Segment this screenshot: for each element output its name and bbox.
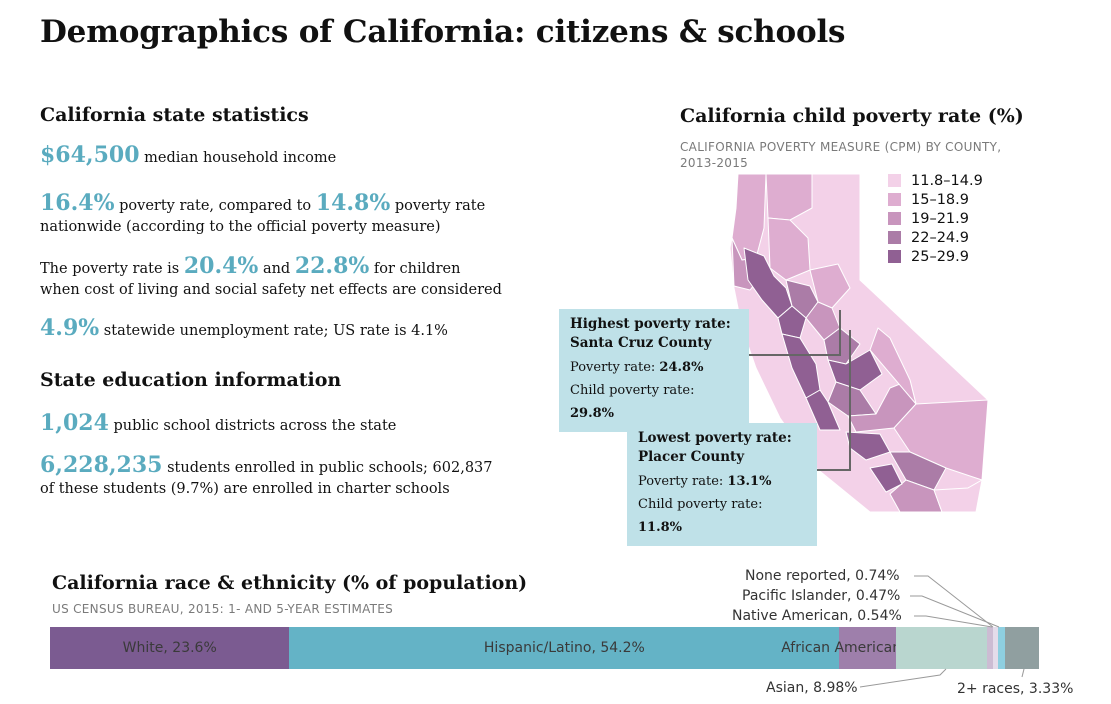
race-segment: White, 23.6% xyxy=(50,627,290,669)
legend-swatch-2 xyxy=(888,193,901,206)
poverty-national-value: 14.8% xyxy=(315,190,391,216)
highest-child-poverty-rate: Child poverty rate: 29.8% xyxy=(570,383,695,421)
county-region-santa-cruz xyxy=(777,305,807,339)
legend-label: 22–24.9 xyxy=(911,229,969,246)
race-segment-label: Hispanic/Latino, 54.2% xyxy=(483,640,645,656)
map-subheading-line-2: 2013-2015 xyxy=(680,156,749,170)
county-region-san-luis xyxy=(805,389,841,431)
poverty-text-c: nationwide (according to the official po… xyxy=(40,219,441,235)
leader-pacific-islander xyxy=(910,595,1000,628)
districts-text: public school districts across the state xyxy=(113,418,397,434)
poverty-stat: 16.4% poverty rate, compared to 14.8% po… xyxy=(40,190,510,238)
legend-item: 22–24.9 xyxy=(888,228,983,247)
county-region-central-sierra xyxy=(809,263,851,309)
income-stat: $64,500 median household income xyxy=(40,142,337,169)
legend-label: 25–29.9 xyxy=(911,248,969,265)
map-heading: California child poverty rate (%) xyxy=(680,105,1024,127)
cpm-stat: The poverty rate is 20.4% and 22.8% for … xyxy=(40,253,520,301)
districts-stat: 1,024 public school districts across the… xyxy=(40,410,397,437)
race-subheading: US CENSUS BUREAU, 2015: 1- AND 5-YEAR ES… xyxy=(52,602,394,616)
unemployment-text: statewide unemployment rate; US rate is … xyxy=(103,323,448,339)
legend-label: 19–21.9 xyxy=(911,210,969,227)
legend-swatch-4 xyxy=(888,231,901,244)
students-stat: 6,228,235 students enrolled in public sc… xyxy=(40,452,520,500)
annotation-native-american: Native American, 0.54% xyxy=(732,608,902,624)
race-segment xyxy=(1005,627,1039,669)
map-subheading-line-1: CALIFORNIA POVERTY MEASURE (CPM) BY COUN… xyxy=(680,140,1002,154)
legend-label: 11.8–14.9 xyxy=(911,172,983,189)
income-value: $64,500 xyxy=(40,142,140,168)
districts-value: 1,024 xyxy=(40,410,109,436)
race-segment xyxy=(896,627,988,669)
race-segment xyxy=(992,627,998,669)
page-title: Demographics of California: citizens & s… xyxy=(40,14,846,50)
cpm-child-value: 22.8% xyxy=(294,253,370,279)
map-legend: 11.8–14.9 15–18.9 19–21.9 22–24.9 25–29.… xyxy=(888,171,983,266)
leader-native-american xyxy=(914,615,993,628)
leader-two-plus-races xyxy=(1021,668,1025,678)
race-heading: California race & ethnicity (% of popula… xyxy=(52,572,528,594)
annotation-pacific-islander: Pacific Islander, 0.47% xyxy=(742,588,901,604)
county-region-inyo xyxy=(869,327,917,405)
income-text: median household income xyxy=(144,150,337,166)
race-segment xyxy=(987,627,993,669)
lowest-poverty-rate: Poverty rate: 13.1% xyxy=(638,474,772,489)
poverty-text-b: poverty rate xyxy=(394,198,486,214)
cpm-text-b: and xyxy=(262,261,291,277)
education-heading: State education information xyxy=(40,369,342,391)
unemployment-stat: 4.9% statewide unemployment rate; US rat… xyxy=(40,315,448,342)
race-stacked-bar: White, 23.6% Hispanic/Latino, 54.2% Africa… xyxy=(50,627,1039,669)
legend-item: 19–21.9 xyxy=(888,209,983,228)
map-subheading: CALIFORNIA POVERTY MEASURE (CPM) BY COUN… xyxy=(680,139,1001,171)
county-region-riverside xyxy=(889,451,947,491)
state-stats-heading: California state statistics xyxy=(40,104,309,126)
highest-connector-line xyxy=(748,310,841,356)
county-region-san-diego xyxy=(889,479,943,513)
legend-swatch-5 xyxy=(888,250,901,263)
cpm-text-c: for children xyxy=(373,261,461,277)
highest-poverty-rate: Poverty rate: 24.8% xyxy=(570,360,704,375)
lowest-poverty-callout: Lowest poverty rate: Placer County Pover… xyxy=(627,423,817,546)
legend-item: 11.8–14.9 xyxy=(888,171,983,190)
students-text-b: of these students (9.7%) are enrolled in… xyxy=(40,481,450,497)
legend-swatch-1 xyxy=(888,174,901,187)
race-segment: Hispanic/Latino, 54.2% xyxy=(289,627,840,669)
race-segment xyxy=(997,627,1006,669)
county-region-imperial xyxy=(933,479,983,513)
highest-poverty-callout: Highest poverty rate: Santa Cruz County … xyxy=(559,309,749,432)
lowest-connector-line xyxy=(816,330,851,471)
leader-asian xyxy=(859,668,947,688)
lowest-child-poverty-rate: Child poverty rate: 11.8% xyxy=(638,497,763,535)
race-segment-label: White, 23.6% xyxy=(122,640,217,656)
students-text-a: students enrolled in public schools; 602… xyxy=(167,460,493,476)
leader-none-reported xyxy=(914,575,994,628)
unemployment-value: 4.9% xyxy=(40,315,100,341)
legend-item: 15–18.9 xyxy=(888,190,983,209)
poverty-text-a: poverty rate, compared to xyxy=(119,198,312,214)
annotation-two-plus-races: 2+ races, 3.33% xyxy=(957,681,1074,697)
county-region-shasta xyxy=(765,173,813,221)
county-region-orange xyxy=(869,463,903,493)
highest-callout-title: Highest poverty rate: Santa Cruz County xyxy=(570,316,731,351)
cpm-value: 20.4% xyxy=(183,253,259,279)
race-annotation-leaders xyxy=(859,575,1025,688)
annotation-none-reported: None reported, 0.74% xyxy=(745,568,900,584)
legend-label: 15–18.9 xyxy=(911,191,969,208)
annotation-asian: Asian, 8.98% xyxy=(766,680,858,696)
legend-swatch-3 xyxy=(888,212,901,225)
cpm-text-d: when cost of living and social safety ne… xyxy=(40,282,502,298)
cpm-text-a: The poverty rate is xyxy=(40,261,180,277)
students-value: 6,228,235 xyxy=(40,452,163,478)
legend-item: 25–29.9 xyxy=(888,247,983,266)
callout-connectors xyxy=(748,310,851,471)
lowest-callout-title: Lowest poverty rate: Placer County xyxy=(638,430,792,465)
poverty-value: 16.4% xyxy=(40,190,115,216)
